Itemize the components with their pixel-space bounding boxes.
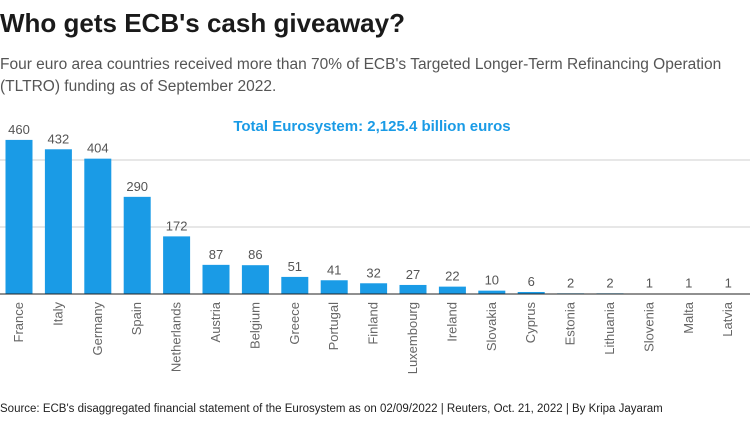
bar [438,286,466,294]
value-label: 1 [685,276,692,291]
bar [360,283,388,294]
x-tick-label: Luxembourg [405,302,420,374]
x-tick-label: Greece [287,302,302,345]
value-label: 460 [8,122,30,137]
x-tick-label: Slovenia [641,301,656,352]
x-tick-label: Austria [208,301,223,342]
x-tick-label: Lithuania [602,301,617,355]
bar [163,236,191,294]
total-annotation: Total Eurosystem: 2,125.4 billion euros [233,118,510,135]
value-label: 432 [48,131,70,146]
value-label: 1 [646,276,653,291]
value-label: 1 [725,276,732,291]
x-tick-label: Netherlands [169,302,184,373]
chart-title: Who gets ECB's cash giveaway? [0,8,405,38]
value-label: 51 [288,259,302,274]
value-label: 6 [528,274,535,289]
value-label: 290 [126,179,148,194]
bar [281,276,309,294]
x-tick-label: Belgium [247,302,262,349]
bar [478,290,506,294]
x-tick-label: Latvia [720,301,735,336]
x-tick-label: Ireland [444,302,459,342]
x-tick-label: France [11,302,26,342]
value-label: 10 [485,273,499,288]
bar [320,280,348,294]
value-label: 87 [209,247,223,262]
value-label: 2 [606,275,613,290]
x-tick-label: Finland [366,302,381,345]
x-tick-label: Estonia [563,301,578,345]
bar [84,158,112,294]
x-tick-label: Slovakia [484,301,499,351]
chart-subtitle: Four euro area countries received more t… [0,56,722,95]
bar [44,149,72,294]
x-tick-label: Portugal [326,302,341,351]
bar [241,265,269,294]
value-label: 32 [366,265,380,280]
bar [202,264,230,294]
x-tick-label: Malta [681,301,696,334]
bar-chart-svg: Total Eurosystem: 2,125.4 billion euros 4… [0,118,750,374]
bar [123,196,151,294]
bar [517,291,545,294]
value-label: 2 [567,275,574,290]
value-label: 22 [445,269,459,284]
value-label: 41 [327,262,341,277]
bar-chart: Total Eurosystem: 2,125.4 billion euros 4… [0,110,750,390]
x-tick-label: Cyprus [523,302,538,344]
x-tick-label: Spain [129,302,144,335]
value-label: 27 [406,267,420,282]
x-tick-label: Germany [90,302,105,356]
bar [399,284,427,294]
source-note: Source: ECB's disaggregated financial st… [0,403,663,415]
value-label: 172 [166,218,188,233]
bar [5,139,33,294]
x-tick-label: Italy [50,302,65,326]
value-label: 404 [87,141,109,156]
value-label: 86 [248,247,262,262]
